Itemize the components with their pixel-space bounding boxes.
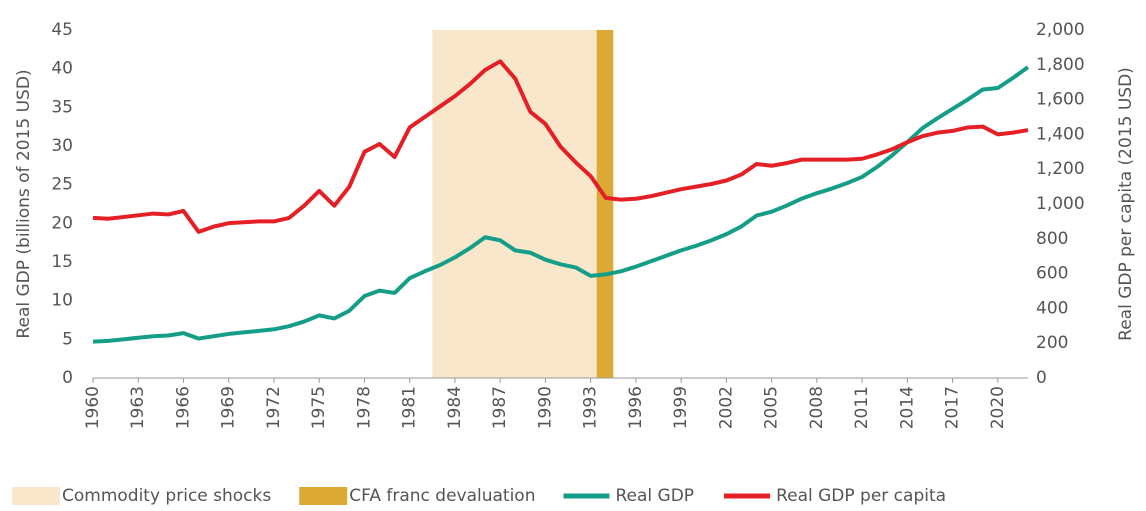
x-tick-label: 1966 [173, 386, 193, 429]
shaded-region [432, 30, 597, 378]
x-tick-label: 2008 [807, 386, 827, 429]
y2-tick-label: 1,200 [1036, 159, 1085, 179]
y2-tick-label: 600 [1036, 264, 1068, 284]
y-tick-label: 20 [51, 213, 73, 233]
y2-tick-label: 800 [1036, 229, 1068, 249]
y-tick-label: 5 [62, 329, 73, 349]
y2-tick-label: 1,800 [1036, 55, 1085, 75]
y-tick-label: 45 [51, 20, 73, 40]
y-tick-label: 15 [51, 252, 73, 272]
legend-label: Real GDP per capita [776, 486, 946, 506]
y-axis-title: Real GDP (billions of 2015 USD) [14, 69, 34, 338]
y2-tick-label: 1,400 [1036, 124, 1085, 144]
x-tick-label: 2020 [988, 386, 1008, 429]
shaded-region [596, 30, 614, 378]
x-tick-label: 1990 [535, 386, 555, 429]
legend-swatch [299, 487, 348, 505]
x-tick-label: 1999 [671, 386, 691, 429]
x-tick-label: 1987 [490, 386, 510, 429]
x-tick-label: 1981 [400, 386, 420, 429]
x-tick-label: 2011 [852, 386, 872, 429]
x-tick-label: 2002 [716, 386, 736, 429]
x-tick-label: 1984 [445, 386, 465, 429]
x-tick-label: 2005 [762, 386, 782, 429]
y2-tick-label: 1,600 [1036, 90, 1085, 110]
y-tick-label: 0 [62, 368, 73, 388]
x-tick-label: 1993 [581, 386, 601, 429]
y-tick-label: 35 [51, 97, 73, 117]
y-tick-label: 10 [51, 291, 73, 311]
legend: Commodity price shocks CFA franc devaluat… [12, 486, 946, 506]
x-tick-label: 1996 [626, 386, 646, 429]
legend-label: Commodity price shocks [62, 486, 271, 506]
x-tick-label: 2017 [943, 386, 963, 429]
y2-tick-label: 200 [1036, 333, 1068, 353]
legend-label: Real GDP [615, 486, 694, 506]
series-line [92, 59, 1029, 234]
x-tick-label: 1972 [264, 386, 284, 429]
legend-swatch [12, 487, 60, 505]
y2-tick-label: 1,000 [1036, 194, 1085, 214]
x-tick-label: 1978 [354, 386, 374, 429]
y-tick-label: 30 [51, 136, 73, 156]
y2-tick-label: 0 [1036, 368, 1047, 388]
y2-tick-label: 2,000 [1036, 20, 1085, 40]
x-tick-label: 2014 [897, 386, 917, 429]
x-tick-label: 1963 [128, 386, 148, 429]
x-tick-label: 1969 [219, 386, 239, 429]
x-tick-label: 1960 [83, 386, 103, 429]
x-tick-label: 1975 [309, 386, 329, 429]
y-tick-label: 25 [51, 175, 73, 195]
y-tick-label: 40 [51, 59, 73, 79]
legend-label: CFA franc devaluation [349, 486, 535, 506]
series-line [92, 65, 1030, 344]
y2-tick-label: 400 [1036, 298, 1068, 318]
y2-axis-title: Real GDP per capita (2015 USD) [1116, 67, 1136, 341]
